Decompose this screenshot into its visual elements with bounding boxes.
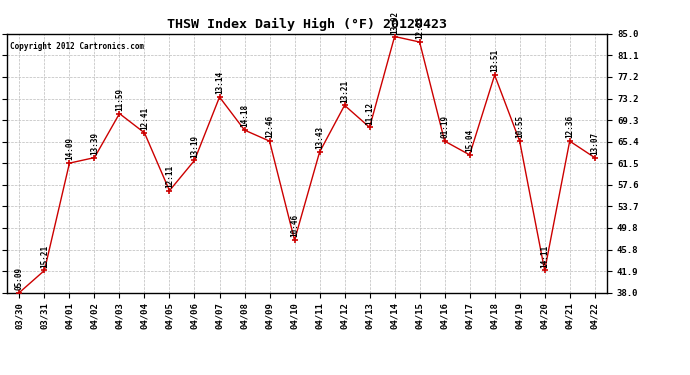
Text: 13:51: 13:51 xyxy=(490,49,499,72)
Text: 14:09: 14:09 xyxy=(65,137,74,160)
Text: 12:41: 12:41 xyxy=(140,107,149,130)
Text: 13:39: 13:39 xyxy=(90,132,99,155)
Text: 01:19: 01:19 xyxy=(440,115,449,138)
Text: 13:19: 13:19 xyxy=(190,135,199,158)
Text: 11:12: 11:12 xyxy=(365,102,374,124)
Text: 14:18: 14:18 xyxy=(240,104,249,128)
Title: THSW Index Daily High (°F) 20120423: THSW Index Daily High (°F) 20120423 xyxy=(167,18,447,31)
Text: 14:11: 14:11 xyxy=(540,244,549,268)
Text: 10:46: 10:46 xyxy=(290,214,299,237)
Text: 05:09: 05:09 xyxy=(15,267,24,290)
Text: 15:21: 15:21 xyxy=(40,244,49,268)
Text: 13:21: 13:21 xyxy=(340,80,349,102)
Text: 13:43: 13:43 xyxy=(315,126,324,149)
Text: 12:46: 12:46 xyxy=(265,115,274,138)
Text: 15:04: 15:04 xyxy=(465,129,474,152)
Text: 12:23: 12:23 xyxy=(415,16,424,39)
Text: 10:55: 10:55 xyxy=(515,115,524,138)
Text: 11:59: 11:59 xyxy=(115,88,124,111)
Text: 13:14: 13:14 xyxy=(215,71,224,94)
Text: 13:07: 13:07 xyxy=(590,132,599,155)
Text: Copyright 2012 Cartronics.com: Copyright 2012 Cartronics.com xyxy=(10,42,144,51)
Text: 12:36: 12:36 xyxy=(565,115,574,138)
Text: 12:11: 12:11 xyxy=(165,165,174,188)
Text: 13:02: 13:02 xyxy=(390,10,399,34)
